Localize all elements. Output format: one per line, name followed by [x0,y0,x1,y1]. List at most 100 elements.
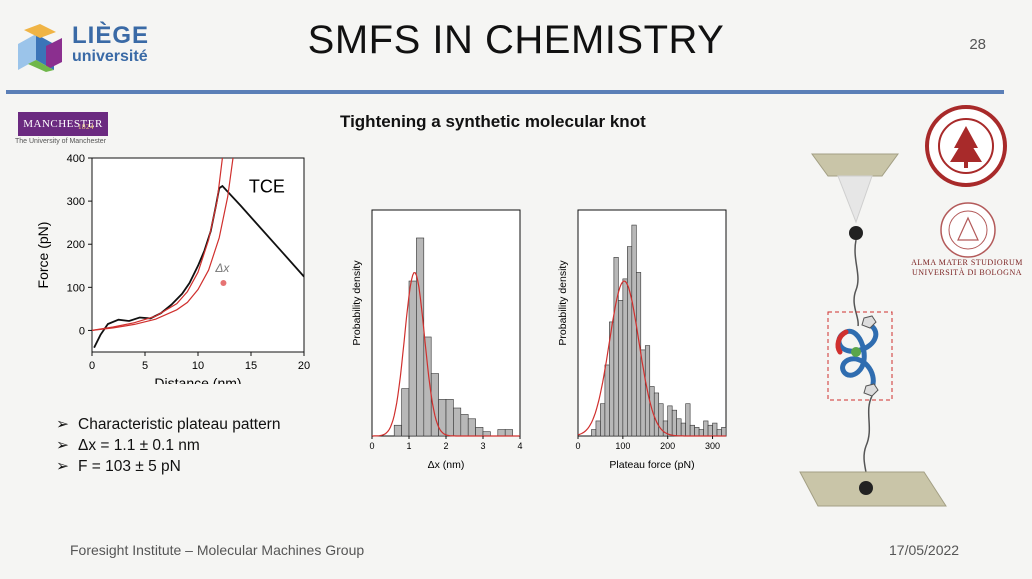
histogram-bar [721,427,727,437]
histogram-bar [445,399,454,437]
histogram-bar [676,418,682,437]
series-line-wlc-fit-1 [92,158,223,331]
histogram-bar [685,403,691,437]
histogram-bar [667,405,673,437]
histogram-bar [618,300,624,437]
slide-subtitle: Tightening a synthetic molecular knot [340,112,646,131]
page-number: 28 [969,36,986,53]
plot-frame [371,209,521,437]
bullet-item: ➢ F = 103 ± 5 pN [56,458,181,475]
histogram-bar [622,278,628,437]
x-tick-label: 20 [298,360,310,372]
histogram-bar [460,414,469,437]
gaussian-fit-line [577,280,726,437]
histogram-bar [438,399,447,437]
histogram-bar [716,429,722,437]
histogram-bar [689,424,695,437]
x-tick-label: 4 [517,441,522,451]
molecular-knot-illustration [799,153,947,507]
histogram-bar [591,429,597,437]
histogram-bar [504,429,513,437]
footer-left: Foresight Institute – Molecular Machines… [70,542,365,558]
gaussian-fit-line [372,272,520,437]
plateau-force-histogram: 0 100 200 300 Plateau force (pN) Probability … [557,209,727,471]
x-axis-label: Δx (nm) [428,459,465,471]
histogram-bar [671,409,677,437]
histogram-bar [416,237,425,437]
x-tick-label: 15 [245,360,257,372]
series-line-trace [93,184,304,349]
x-tick-label: 0 [89,360,95,372]
histogram-bar [680,422,686,437]
bullet-list: ➢ Characteristic plateau pattern ➢ Δx = 1.… [56,414,280,477]
bullet-arrow-icon: ➢ [56,437,69,454]
histogram-bar [703,420,709,437]
histogram-bar [453,407,462,437]
x-tick-label: 0 [575,441,580,451]
histogram-bar [698,429,704,437]
y-tick-label: 300 [67,196,85,208]
histogram-bar [631,224,637,437]
delta-x-marker [220,280,227,287]
histogram-bar [640,349,646,437]
histogram-bar [627,246,633,437]
x-tick-label: 3 [480,441,485,451]
histogram-bar [636,272,642,437]
x-tick-label: 5 [142,360,148,372]
histogram-bar [408,280,417,437]
y-axis-label: Force (pN) [35,222,51,289]
histogram-bar [653,392,660,437]
x-tick-label: 300 [705,441,720,451]
bologna-caption: ALMA MATER STUDIORUM UNIVERSITÀ DI BOLOG… [911,258,1023,277]
manchester-logo-year: 1824 [78,123,94,131]
histogram-bar [600,403,606,437]
y-tick-label: 400 [67,153,85,165]
x-tick-label: 0 [369,441,374,451]
x-tick-label: 10 [192,360,204,372]
liege-logo-icon [18,24,62,72]
bullet-item: ➢ Characteristic plateau pattern [56,416,281,433]
annotation-delta-x: Δx [214,261,230,275]
y-axis-label: Probability density [351,260,363,346]
logo-subname: université [72,48,148,65]
delta-x-histogram: 0 1 2 3 4 Δx (nm) Probability density [351,209,523,471]
x-tick-label: 100 [615,441,630,451]
bullet-arrow-icon: ➢ [56,458,69,475]
histogram-bar [604,364,610,437]
y-axis-label: Probability density [557,260,569,346]
ecnu-seal-icon [925,105,1007,187]
x-tick-label: 200 [660,441,675,451]
histogram-bar [658,403,664,437]
histogram-bar [707,424,713,437]
x-axis-label: Plateau force (pN) [609,459,694,471]
x-tick-label: 2 [443,441,448,451]
plot-frame [91,157,305,353]
manchester-logo-text: MANCHESTER [23,118,103,130]
x-tick-label: 1 [406,441,411,451]
y-tick-label: 200 [67,239,85,251]
histogram-bar [712,422,718,437]
page-title: SMFS IN CHEMISTRY [307,18,725,62]
annotation-tce: TCE [249,176,285,196]
bullet-item: ➢ Δx = 1.1 ± 0.1 nm [56,437,200,454]
histogram-bar [475,427,484,437]
y-tick-label: 0 [79,325,85,337]
bullet-arrow-icon: ➢ [56,416,69,433]
manchester-subtitle: The University of Manchester [15,138,107,145]
x-axis-label: Distance (nm) [154,375,241,384]
histogram-bar [467,418,476,437]
logo-name: LIÈGE [72,22,150,49]
histogram-bar [401,388,410,437]
series-line-wlc-fit-2 [92,158,234,331]
bologna-seal-icon [940,202,996,258]
histogram-bar [482,431,491,437]
histogram-bar [694,427,700,437]
header-rule [6,90,1004,94]
histogram-bar [595,420,601,437]
manchester-logo: MANCHESTER 1824 [18,112,108,136]
histogram-bar [497,429,506,437]
histogram-bar [393,424,402,437]
y-tick-label: 100 [67,282,85,294]
footer-date: 17/05/2022 [889,542,960,558]
